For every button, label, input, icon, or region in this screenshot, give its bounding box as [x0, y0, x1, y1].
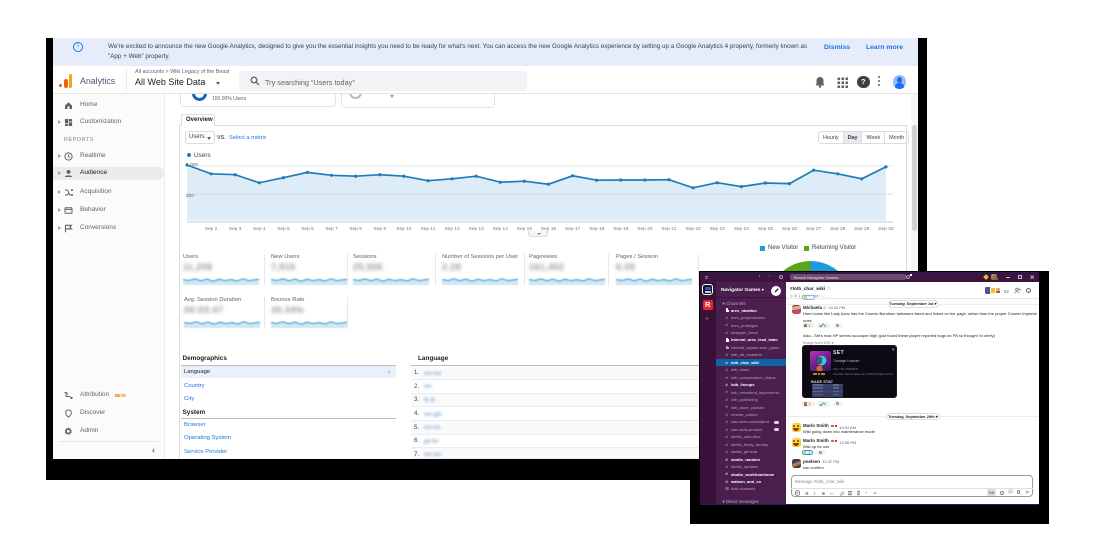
svg-text:Sep 14: Sep 14 [493, 226, 509, 232]
svg-text:Sep 9: Sep 9 [374, 226, 387, 232]
svg-text:Sep 7: Sep 7 [325, 226, 338, 232]
svg-text:Sep 21: Sep 21 [661, 226, 677, 232]
svg-text:Sep 8: Sep 8 [349, 226, 362, 232]
svg-text:Sep 15: Sep 15 [517, 226, 533, 232]
svg-text:Sep 19: Sep 19 [613, 226, 629, 232]
svg-text:Sep 20: Sep 20 [637, 226, 653, 232]
svg-text:Sep 2: Sep 2 [205, 226, 218, 232]
svg-text:Sep 28: Sep 28 [830, 226, 846, 232]
svg-text:Sep 17: Sep 17 [565, 226, 581, 232]
svg-text:Sep 5: Sep 5 [277, 226, 290, 232]
svg-text:Sep 22: Sep 22 [685, 226, 701, 232]
svg-text:Sep 10: Sep 10 [396, 226, 412, 232]
svg-text:Sep 30: Sep 30 [878, 226, 894, 232]
svg-text:Sep 13: Sep 13 [469, 226, 485, 232]
svg-text:Sep 3: Sep 3 [229, 226, 242, 232]
svg-text:Sep 11: Sep 11 [421, 226, 436, 232]
svg-text:Sep 18: Sep 18 [589, 226, 605, 232]
svg-text:Sep 26: Sep 26 [782, 226, 798, 232]
svg-text:Sep 6: Sep 6 [301, 226, 314, 232]
svg-text:Sep 12: Sep 12 [444, 226, 460, 232]
svg-text:Sep 16: Sep 16 [541, 226, 557, 232]
svg-text:Sep 4: Sep 4 [253, 226, 266, 232]
svg-text:Sep 23: Sep 23 [710, 226, 726, 232]
svg-text:Sep 24: Sep 24 [734, 226, 750, 232]
svg-text:Sep 29: Sep 29 [854, 226, 870, 232]
svg-text:Sep 27: Sep 27 [806, 226, 822, 232]
svg-text:Sep 25: Sep 25 [758, 226, 774, 232]
